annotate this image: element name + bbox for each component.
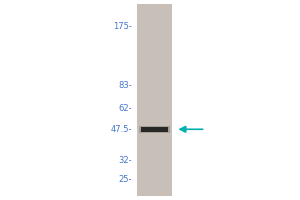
Bar [136, 4, 172, 196]
Bar [139, 126, 170, 133]
Bar [141, 127, 168, 132]
Text: 62-: 62- [118, 104, 132, 113]
Text: 83-: 83- [118, 81, 132, 90]
Text: 47.5-: 47.5- [110, 125, 132, 134]
Text: 25-: 25- [118, 175, 132, 184]
Text: 175-: 175- [113, 22, 132, 31]
Text: 32-: 32- [118, 156, 132, 165]
